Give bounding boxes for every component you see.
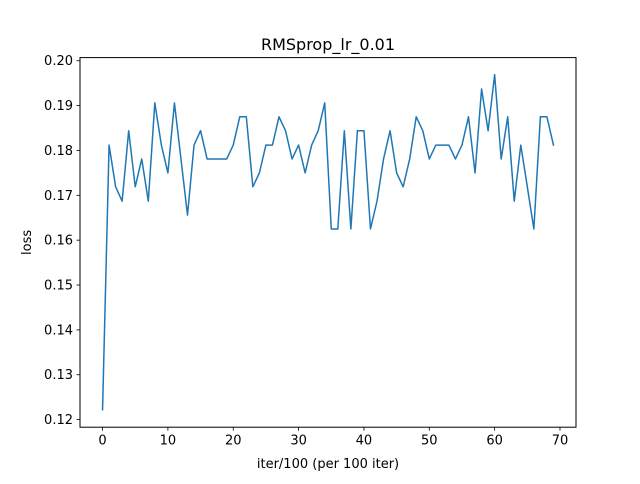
series-layer [101,73,555,411]
x-tick-label: 10 [160,434,177,449]
y-tick-label: 0.16 [44,234,73,249]
x-tick-label: 60 [486,434,503,449]
y-tick-label: 0.18 [44,144,73,159]
x-axis-label: iter/100 (per 100 iter) [257,457,399,472]
y-tick-label: 0.17 [44,189,73,204]
y-tick-label: 0.19 [44,99,73,114]
x-tick-label: 70 [552,434,569,449]
plot-frame [79,57,577,428]
y-tick-label: 0.13 [44,368,73,383]
x-tick-label: 30 [290,434,307,449]
x-tick-label: 0 [98,434,106,449]
y-tick-label: 0.20 [44,54,73,69]
x-tick-label: 40 [356,434,373,449]
y-tick-label: 0.12 [44,413,73,428]
y-tick-label: 0.14 [44,323,73,338]
series-line-0 [101,73,555,411]
x-tick-label: 50 [421,434,438,449]
y-axis-ticks: 0.12 0.13 0.14 0.15 0.16 0.17 0.18 0.19 0.20 [44,54,80,428]
chart-title: RMSprop_lr_0.01 [261,35,395,55]
x-axis-ticks: 0 10 20 30 40 50 60 70 [98,427,568,449]
y-tick-label: 0.15 [44,279,73,294]
x-tick-label: 20 [225,434,242,449]
y-axis-label: loss [20,230,35,255]
